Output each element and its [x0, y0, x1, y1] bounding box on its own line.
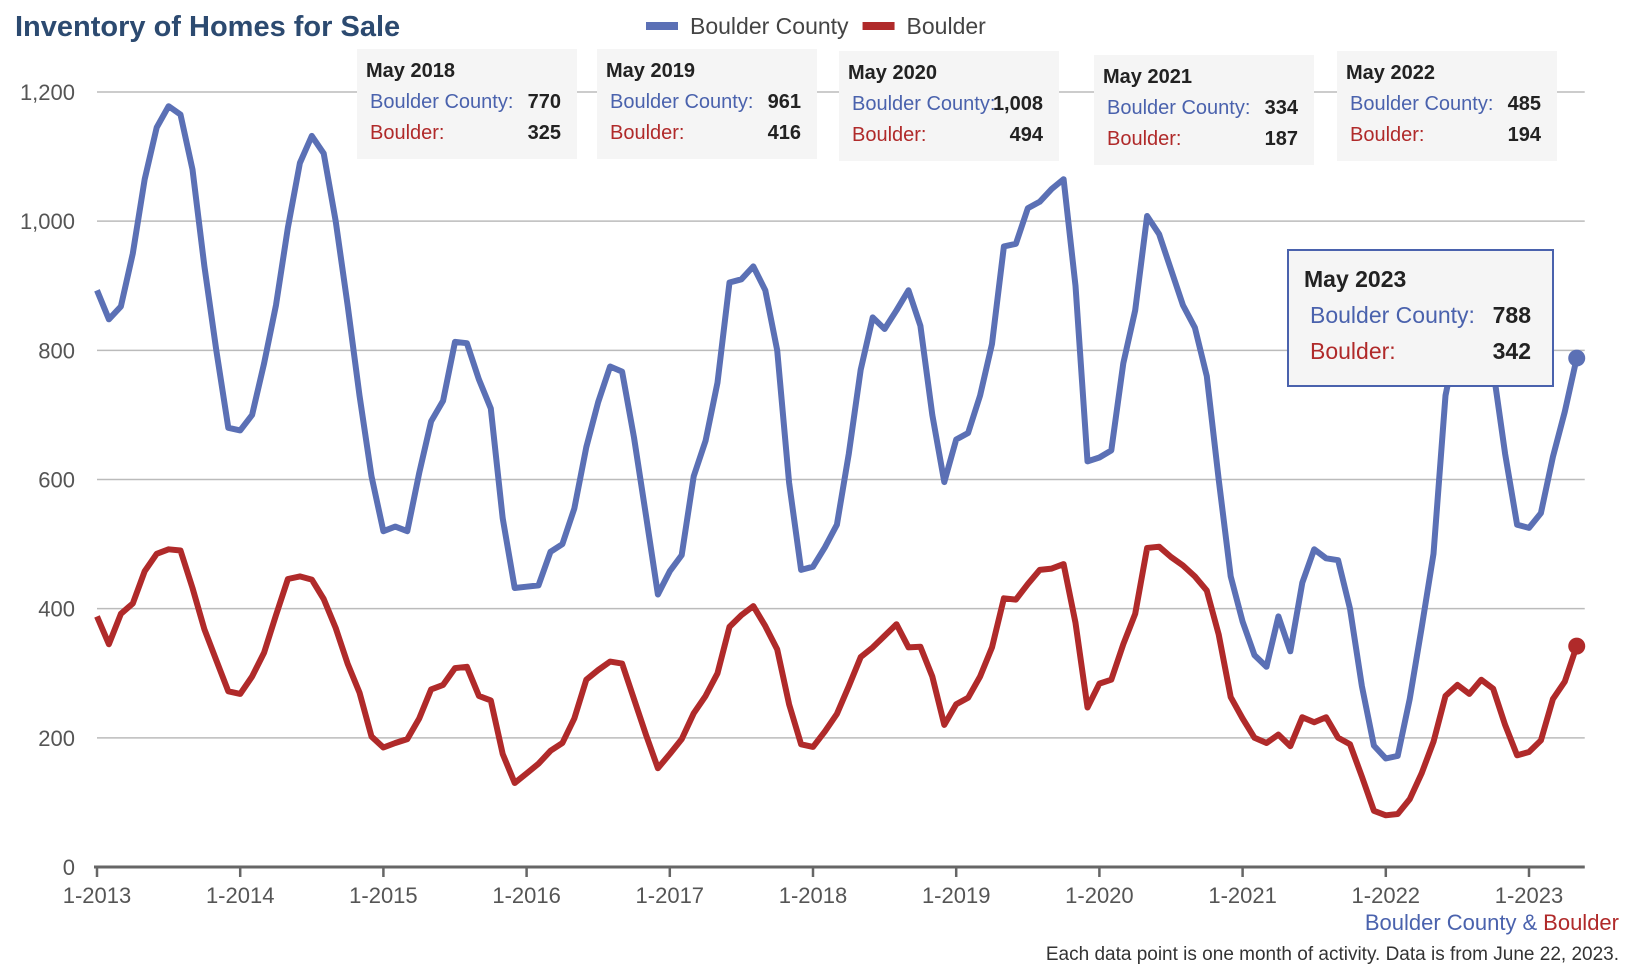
x-tick-label: 1-2014 — [206, 883, 275, 908]
tooltip-box — [839, 51, 1059, 161]
tooltip-value: 325 — [528, 122, 561, 144]
tooltip-value: 961 — [768, 91, 801, 113]
footer-series: Boulder County & Boulder — [1365, 910, 1619, 935]
end-point — [1568, 637, 1586, 655]
y-tick-label: 600 — [38, 468, 75, 493]
tooltip-value: 494 — [1010, 124, 1044, 146]
y-tick-label: 800 — [38, 338, 75, 363]
footer-note: Each data point is one month of activity… — [1046, 944, 1619, 965]
tooltip-title: May 2018 — [366, 60, 455, 82]
tooltip-box — [1287, 249, 1554, 387]
tooltip-title: May 2022 — [1346, 62, 1435, 84]
tooltip-value: 416 — [768, 122, 801, 144]
footer-sep: & — [1522, 910, 1537, 935]
tooltip-box — [1337, 51, 1557, 161]
tooltip-label: Boulder: — [610, 122, 685, 144]
legend-label: Boulder County — [690, 13, 849, 39]
tooltip-title: May 2019 — [606, 60, 695, 82]
x-tick-label: 1-2021 — [1208, 883, 1277, 908]
y-tick-label: 1,000 — [20, 209, 75, 234]
tooltip: May 2018 Boulder County: 770 Boulder: 325 — [357, 49, 577, 159]
tooltip-value: 334 — [1265, 97, 1299, 119]
x-tick-label: 1-2022 — [1352, 883, 1421, 908]
footer-left: Boulder County — [1365, 910, 1517, 935]
x-tick-label: 1-2023 — [1495, 883, 1564, 908]
x-tick-label: 1-2013 — [63, 883, 132, 908]
y-tick-label: 400 — [38, 597, 75, 622]
tooltip-box — [357, 49, 577, 159]
footer-right: Boulder — [1543, 910, 1619, 935]
tooltip-box — [597, 49, 817, 159]
tooltip: May 2023 Boulder County: 788 Boulder: 342 — [1287, 249, 1554, 387]
x-tick-label: 1-2018 — [779, 883, 848, 908]
tooltip-label: Boulder County: — [370, 91, 513, 113]
x-tick-label: 1-2019 — [922, 883, 991, 908]
tooltip-label: Boulder County: — [1107, 97, 1250, 119]
tooltip: May 2022 Boulder County: 485 Boulder: 194 — [1337, 51, 1557, 161]
end-point — [1568, 349, 1586, 367]
tooltip-value: 485 — [1508, 93, 1541, 115]
tooltip-label: Boulder County: — [1350, 93, 1493, 115]
tooltip-value: 770 — [528, 91, 561, 113]
series-line — [94, 543, 1580, 819]
x-tick-label: 1-2016 — [492, 883, 561, 908]
legend-label: Boulder — [907, 13, 987, 39]
y-tick-label: 0 — [63, 855, 75, 880]
tooltip-label: Boulder: — [1310, 338, 1396, 364]
x-tick-label: 1-2015 — [349, 883, 418, 908]
y-tick-label: 1,200 — [20, 80, 75, 105]
tooltip: May 2020 Boulder County:1,008 Boulder: 494 — [839, 51, 1059, 161]
tooltip-label: Boulder: — [852, 124, 927, 146]
tooltip-box — [1094, 55, 1314, 165]
tooltip: May 2021 Boulder County: 334 Boulder: 187 — [1094, 55, 1314, 165]
y-tick-label: 200 — [38, 726, 75, 751]
tooltip-label: Boulder: — [370, 122, 445, 144]
tooltip-title: May 2023 — [1304, 266, 1406, 292]
tooltip-value: 1,008 — [993, 93, 1043, 115]
tooltip-label: Boulder County: — [1310, 302, 1475, 328]
tooltip-label: Boulder County: — [852, 93, 995, 115]
tooltip-value: 788 — [1493, 302, 1532, 328]
tooltip-title: May 2020 — [848, 62, 937, 84]
series-line — [94, 103, 1580, 762]
tooltip-label: Boulder: — [1107, 128, 1182, 150]
tooltip-value: 187 — [1265, 128, 1298, 150]
x-tick-label: 1-2017 — [636, 883, 705, 908]
x-tick-label: 1-2020 — [1065, 883, 1134, 908]
tooltip-label: Boulder County: — [610, 91, 753, 113]
tooltip-title: May 2021 — [1103, 66, 1192, 88]
tooltip: May 2019 Boulder County: 961 Boulder: 416 — [597, 49, 817, 159]
tooltip-label: Boulder: — [1350, 124, 1425, 146]
tooltip-value: 194 — [1508, 124, 1542, 146]
chart-title: Inventory of Homes for Sale — [15, 11, 400, 43]
tooltip-value: 342 — [1493, 338, 1531, 364]
